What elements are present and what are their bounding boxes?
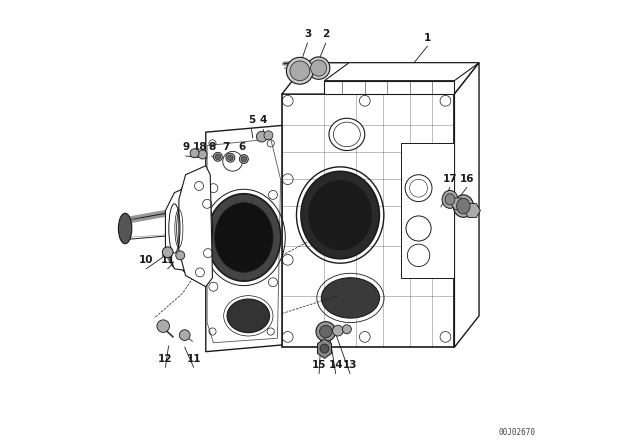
Circle shape [198, 150, 207, 159]
Ellipse shape [301, 172, 380, 259]
Text: 13: 13 [343, 360, 357, 370]
Circle shape [239, 155, 248, 164]
Circle shape [176, 251, 185, 260]
Circle shape [228, 155, 233, 160]
Polygon shape [454, 63, 479, 347]
Circle shape [257, 131, 267, 142]
Circle shape [264, 131, 273, 140]
Ellipse shape [215, 202, 273, 272]
Text: 5: 5 [248, 116, 255, 125]
Ellipse shape [207, 194, 281, 281]
Ellipse shape [172, 181, 212, 276]
Ellipse shape [309, 180, 372, 250]
Polygon shape [401, 143, 454, 278]
Circle shape [190, 149, 199, 158]
Polygon shape [179, 166, 212, 287]
Polygon shape [206, 125, 282, 352]
Circle shape [319, 325, 332, 338]
Text: 14: 14 [328, 360, 343, 370]
Circle shape [310, 60, 327, 76]
Circle shape [333, 325, 343, 336]
Ellipse shape [329, 118, 365, 151]
Text: 9: 9 [182, 142, 189, 152]
Text: 6: 6 [238, 142, 245, 152]
Text: 11: 11 [186, 354, 201, 364]
Polygon shape [282, 94, 454, 347]
Polygon shape [317, 339, 332, 358]
Polygon shape [324, 63, 479, 81]
Ellipse shape [442, 190, 458, 208]
Ellipse shape [456, 198, 470, 214]
Circle shape [342, 325, 351, 334]
Text: 11: 11 [161, 255, 175, 265]
Text: 18: 18 [193, 142, 207, 152]
Ellipse shape [321, 278, 380, 318]
Polygon shape [165, 179, 206, 273]
Circle shape [215, 154, 221, 159]
Circle shape [287, 57, 314, 84]
Circle shape [307, 57, 330, 79]
Text: 3: 3 [304, 30, 311, 39]
Text: 15: 15 [312, 360, 326, 370]
Circle shape [320, 344, 329, 353]
Circle shape [226, 153, 235, 162]
Polygon shape [282, 63, 479, 94]
Text: 1: 1 [424, 33, 431, 43]
Circle shape [290, 61, 310, 81]
Text: 2: 2 [322, 30, 330, 39]
Ellipse shape [453, 195, 474, 217]
Text: 8: 8 [208, 142, 215, 152]
Polygon shape [464, 203, 481, 218]
Circle shape [163, 247, 173, 258]
Circle shape [179, 330, 190, 340]
Circle shape [157, 320, 170, 332]
Text: 12: 12 [158, 354, 173, 364]
Polygon shape [324, 81, 454, 94]
Circle shape [241, 156, 246, 162]
Ellipse shape [227, 299, 269, 332]
Text: 10: 10 [139, 255, 154, 265]
Ellipse shape [118, 213, 132, 244]
Text: 7: 7 [222, 142, 230, 152]
Text: 17: 17 [443, 174, 457, 184]
Circle shape [213, 152, 222, 161]
Text: 16: 16 [460, 174, 474, 184]
Polygon shape [451, 198, 465, 210]
Text: 4: 4 [259, 116, 267, 125]
Text: 00J02670: 00J02670 [498, 428, 535, 437]
Ellipse shape [445, 194, 455, 205]
Circle shape [316, 322, 336, 341]
